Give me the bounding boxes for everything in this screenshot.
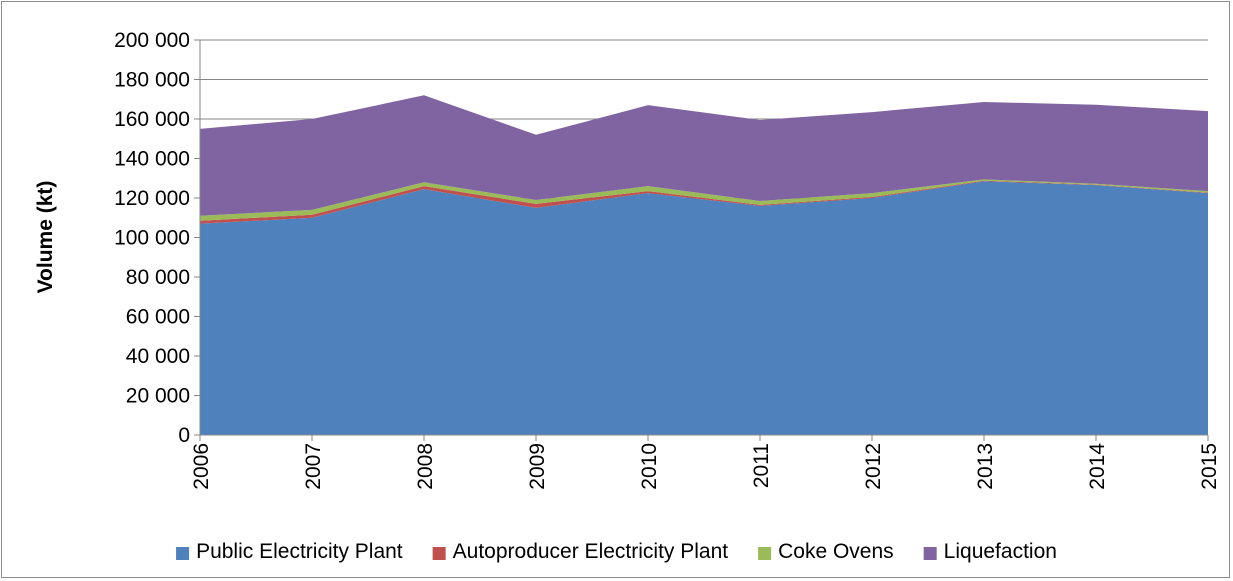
area-series-3 xyxy=(200,179,1208,221)
area-series-4 xyxy=(200,95,1208,216)
legend-label: Liquefaction xyxy=(944,540,1057,563)
x-tick-label: 2013 xyxy=(974,443,997,490)
x-tick-label: 2009 xyxy=(526,443,549,490)
x-tick-label: 2008 xyxy=(414,443,437,490)
area-series-1 xyxy=(200,181,1208,435)
x-tick-label: 2007 xyxy=(302,443,325,490)
legend-label: Public Electricity Plant xyxy=(196,540,403,563)
legend-label: Autoproducer Electricity Plant xyxy=(453,540,729,563)
x-tick-labels: 2006 2007 2008 2009 2010 2011 2012 2013 2014 2015 xyxy=(190,443,1221,490)
y-tick-label: 20 000 xyxy=(126,385,190,408)
x-tick-label: 2006 xyxy=(190,443,213,490)
y-tick-label: 140 000 xyxy=(114,148,190,171)
y-tick-label: 200 000 xyxy=(114,29,190,52)
legend-item-3: Coke Ovens xyxy=(758,540,894,563)
y-tick-label: 40 000 xyxy=(126,345,190,368)
x-tick-label: 2012 xyxy=(862,443,885,490)
x-tick-label: 2014 xyxy=(1086,443,1109,490)
legend-item-2: Autoproducer Electricity Plant xyxy=(432,540,729,563)
area-series xyxy=(200,95,1208,435)
legend-swatch xyxy=(432,547,446,560)
axes xyxy=(194,39,1209,441)
y-tick-label: 80 000 xyxy=(126,266,190,289)
legend-swatch xyxy=(923,547,937,560)
x-tick-label: 2015 xyxy=(1198,443,1221,490)
y-tick-label: 180 000 xyxy=(114,69,190,92)
y-tick-label: 60 000 xyxy=(126,306,190,329)
area-series-2 xyxy=(200,180,1208,224)
y-tick-label: 160 000 xyxy=(114,108,190,131)
legend-swatch xyxy=(176,547,190,560)
y-tick-label: 0 xyxy=(178,424,190,447)
legend: Public Electricity Plant Autoproducer Ele… xyxy=(176,540,1057,563)
x-tick-label: 2010 xyxy=(638,443,661,490)
legend-label: Coke Ovens xyxy=(778,540,894,563)
y-tick-labels: 0 20 000 40 000 60 000 80 000 100 000 120 000 1… xyxy=(114,29,190,447)
y-axis-title: Volume (kt) xyxy=(34,181,57,294)
legend-swatch xyxy=(758,547,772,560)
y-tick-label: 100 000 xyxy=(114,227,190,250)
legend-item-1: Public Electricity Plant xyxy=(176,540,403,563)
legend-item-4: Liquefaction xyxy=(923,540,1057,563)
x-tick-label: 2011 xyxy=(750,443,773,488)
y-tick-label: 120 000 xyxy=(114,187,190,210)
